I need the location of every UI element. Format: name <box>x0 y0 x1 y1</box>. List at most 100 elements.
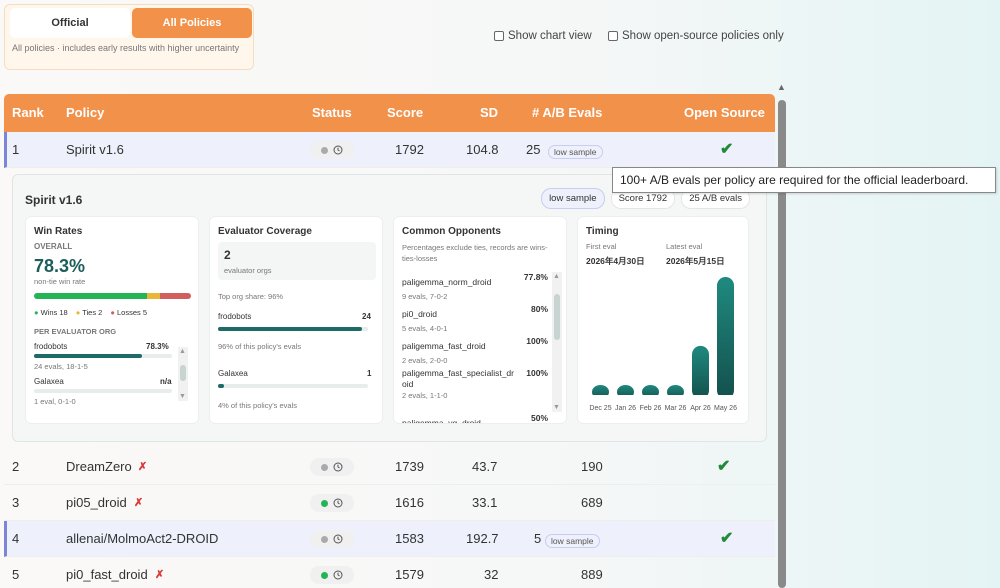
open-source-checkbox[interactable] <box>608 31 618 41</box>
show-chart-view-option[interactable]: Show chart view <box>494 30 592 42</box>
evals-cell: 689 <box>581 495 603 510</box>
win-rates-scrollbar[interactable]: ▲ ▼ <box>178 347 188 401</box>
score-cell: 1583 <box>395 531 424 546</box>
closed-source-icon: ✗ <box>134 497 144 509</box>
table-row[interactable]: 2 DreamZero ✗ 1739 43.7 190 ✔ <box>4 449 775 485</box>
clock-icon <box>333 570 343 580</box>
rank-cell: 4 <box>12 531 20 546</box>
org-count-label: evaluator orgs <box>224 266 272 275</box>
coverage-org-share: 96% of this policy's evals <box>218 342 302 351</box>
header-evals[interactable]: # A/B Evals <box>532 105 603 120</box>
opponents-scrollbar[interactable]: ▲ ▼ <box>552 272 562 412</box>
evals-over-time-chart: Dec 25 Jan 26 Feb 26 Mar 26 Apr 26 May 26 <box>582 277 748 412</box>
org-bar <box>34 354 172 358</box>
policy-name[interactable]: allenai/MolmoAct2-DROID <box>66 531 219 546</box>
table-header: Rank Policy Status Score SD # A/B Evals … <box>4 94 775 132</box>
sd-cell: 43.7 <box>472 459 498 474</box>
header-sd[interactable]: SD <box>480 105 499 120</box>
sd-cell: 32 <box>484 567 499 582</box>
clock-icon <box>333 145 343 155</box>
timing-title: Timing <box>586 226 619 237</box>
list-item[interactable]: paligemma_norm_droid 77.8% 9 evals, 7-0-… <box>402 272 548 301</box>
open-source-only-option[interactable]: Show open-source policies only <box>608 30 784 42</box>
timing-tick-label: May 26 <box>714 405 737 412</box>
header-rank[interactable]: Rank <box>12 105 44 120</box>
sd-cell: 33.1 <box>472 495 498 510</box>
org-bar-fill <box>34 354 142 358</box>
timing-tick-label: Mar 26 <box>665 405 687 412</box>
opponent-name: paligemma_norm_droid <box>402 277 492 287</box>
list-item[interactable]: paligemma_vq_droid 50% <box>402 413 548 423</box>
chart-view-checkbox[interactable] <box>494 31 504 41</box>
per-org-label: PER EVALUATOR ORG <box>34 327 117 336</box>
table-row[interactable]: 3 pi05_droid ✗ 1616 33.1 689 <box>4 485 775 521</box>
table-row[interactable]: 4 allenai/MolmoAct2-DROID 1583 192.7 5 l… <box>4 521 775 557</box>
top-org-share: Top org share: 96% <box>218 292 284 301</box>
policy-name[interactable]: DreamZero <box>66 459 132 474</box>
page-scrollbar[interactable]: ▲ <box>777 82 787 588</box>
table-row[interactable]: 5 pi0_fast_droid ✗ 1579 32 889 <box>4 557 775 588</box>
opponents-note: Percentages exclude ties, records are wi… <box>402 243 548 263</box>
evals-cell: 25 <box>526 142 541 157</box>
overall-label: OVERALL <box>34 242 73 251</box>
opponent-name: paligemma_fast_specialist_droid <box>402 368 514 389</box>
evaluator-coverage-card: Evaluator Coverage 2 evaluator orgs Top … <box>209 216 383 424</box>
policy-detail-panel: Spirit v1.6 low sample Score 1792 25 A/B… <box>12 174 767 442</box>
all-policies-tab[interactable]: All Policies <box>132 8 252 38</box>
low-sample-badge[interactable]: low sample <box>548 145 603 159</box>
timing-bar <box>692 345 709 399</box>
rank-cell: 2 <box>12 459 20 474</box>
header-score[interactable]: Score <box>387 105 424 120</box>
table-row[interactable]: 1 Spirit v1.6 1792 104.8 25 low sample ✔ <box>4 132 775 168</box>
open-source-check-icon: ✔ <box>717 458 731 475</box>
status-dot <box>321 463 328 471</box>
overall-sub: non-tie win rate <box>34 277 86 286</box>
opponent-name: paligemma_fast_droid <box>402 341 486 351</box>
org-bar <box>34 389 172 393</box>
coverage-org-share: 4% of this policy's evals <box>218 401 297 410</box>
header-status[interactable]: Status <box>312 105 352 120</box>
opponent-name: pi0_droid <box>402 309 437 319</box>
policy-name[interactable]: pi0_fast_droid <box>66 567 148 582</box>
sd-cell: 192.7 <box>466 531 499 546</box>
scrollbar-thumb[interactable] <box>778 100 786 588</box>
opponent-record: 2 evals, 2-0-0 <box>402 356 448 365</box>
policy-name[interactable]: Spirit v1.6 <box>66 142 124 157</box>
detail-low-sample-badge[interactable]: low sample <box>541 188 605 209</box>
status-indicator <box>310 141 354 159</box>
wins-legend: Wins 18 <box>40 308 68 317</box>
status-dot <box>321 535 328 543</box>
opponent-pct: 100% <box>526 336 548 346</box>
official-tab[interactable]: Official <box>10 8 130 38</box>
status-dot <box>321 146 328 154</box>
policy-name[interactable]: pi05_droid <box>66 495 127 510</box>
first-eval-date: 2026年4月30日 <box>586 256 645 266</box>
score-cell: 1579 <box>395 567 424 582</box>
status-indicator <box>310 494 354 512</box>
coverage-org-name: frodobots <box>218 312 252 321</box>
list-item[interactable]: paligemma_fast_droid 100% 2 evals, 2-0-0 <box>402 336 548 365</box>
org-name: Galaxea <box>34 377 64 386</box>
list-item[interactable]: paligemma_fast_specialist_droid 2 evals,… <box>402 368 514 400</box>
org-count-box: 2 evaluator orgs <box>218 242 376 280</box>
scroll-up-icon[interactable]: ▲ <box>777 82 786 92</box>
low-sample-badge[interactable]: low sample <box>545 534 600 548</box>
opponent-record: 5 evals, 4-0-1 <box>402 324 448 333</box>
opponent-pct: 100% <box>526 368 548 378</box>
open-source-check-icon: ✔ <box>720 141 734 158</box>
coverage-bar <box>218 327 368 331</box>
list-item[interactable]: pi0_droid 80% 5 evals, 4-0-1 <box>402 304 548 333</box>
header-open-source[interactable]: Open Source <box>684 105 765 120</box>
score-cell: 1792 <box>395 142 424 157</box>
header-policy[interactable]: Policy <box>66 105 105 120</box>
chart-view-label: Show chart view <box>508 30 592 42</box>
status-indicator <box>310 458 354 476</box>
low-sample-tooltip: 100+ A/B evals per policy are required f… <box>612 167 996 193</box>
closed-source-icon: ✗ <box>138 461 148 473</box>
opponent-record: 2 evals, 1-1-0 <box>402 391 448 400</box>
status-dot <box>321 499 328 507</box>
coverage-title: Evaluator Coverage <box>218 226 312 237</box>
filter-description: All policies · includes early results wi… <box>12 43 240 53</box>
status-indicator <box>310 566 354 584</box>
win-tie-loss-bar <box>34 293 191 299</box>
